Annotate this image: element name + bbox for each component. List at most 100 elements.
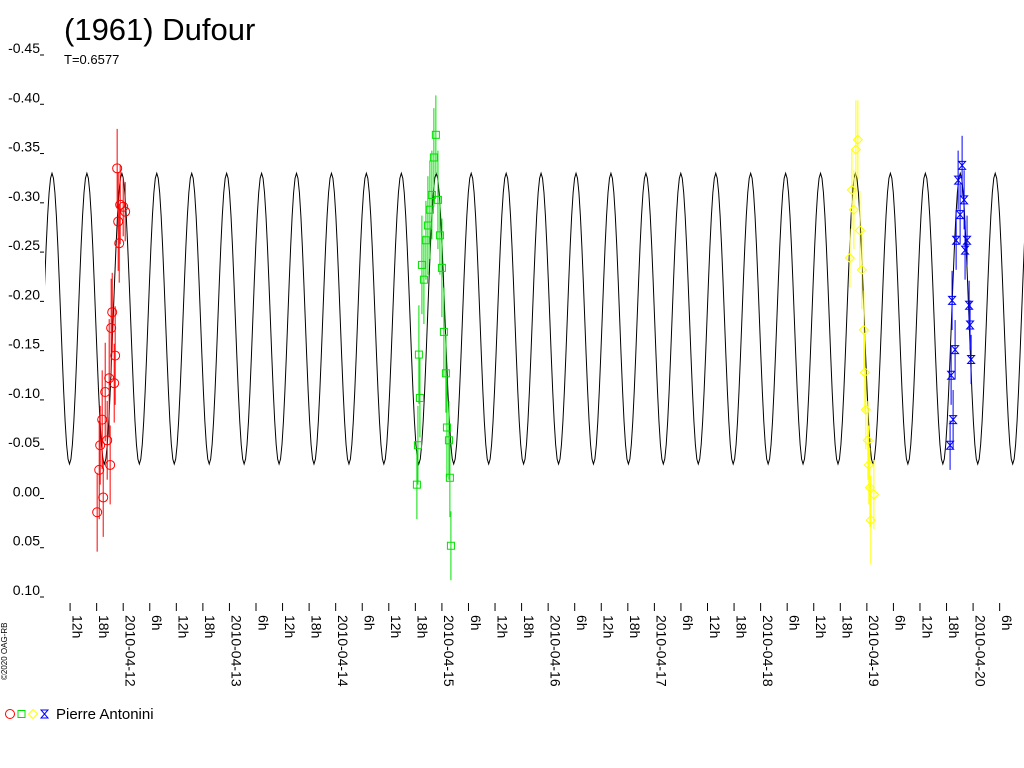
x-tick-label: 2010-04-17 bbox=[654, 615, 670, 687]
point bbox=[945, 440, 955, 450]
legend-label: Pierre Antonini bbox=[56, 706, 154, 723]
x-tick-label: 2010-04-13 bbox=[229, 615, 245, 687]
point bbox=[864, 482, 876, 493]
x-tick-label: 18h bbox=[308, 615, 324, 638]
x-tick-label: 2010-04-19 bbox=[866, 615, 882, 687]
x-tick-label: 12h bbox=[813, 615, 829, 638]
x-tick-label: 12h bbox=[282, 615, 298, 638]
point bbox=[856, 264, 868, 276]
credit: ©2020 OAG-RB bbox=[0, 623, 9, 680]
x-tick-label: 2010-04-12 bbox=[122, 615, 138, 687]
x-tick-label: 18h bbox=[521, 615, 537, 638]
point bbox=[965, 320, 975, 330]
point bbox=[946, 370, 956, 380]
point bbox=[107, 307, 118, 318]
point bbox=[951, 235, 961, 245]
y-tick-label: -0.10 bbox=[8, 385, 40, 401]
x-tick-label: 18h bbox=[627, 615, 643, 638]
point bbox=[415, 393, 424, 402]
legend-symbol bbox=[17, 710, 26, 718]
model-curve bbox=[45, 171, 1024, 466]
x-tick-label: 6h bbox=[680, 615, 696, 631]
point bbox=[863, 459, 875, 471]
point bbox=[412, 480, 421, 489]
point bbox=[955, 210, 965, 220]
point bbox=[850, 144, 862, 155]
y-tick-label: -0.45 bbox=[8, 40, 40, 56]
point bbox=[95, 440, 106, 451]
x-tick-label: 12h bbox=[601, 615, 617, 638]
point bbox=[860, 404, 872, 415]
y-tick-label: -0.20 bbox=[8, 286, 40, 302]
x-tick-label: 2010-04-18 bbox=[760, 615, 776, 687]
legend-symbol bbox=[5, 709, 15, 719]
point bbox=[859, 367, 871, 378]
x-tick-label: 12h bbox=[388, 615, 404, 638]
point bbox=[425, 205, 434, 214]
y-tick-label: -0.05 bbox=[8, 434, 40, 450]
y-tick-label: -0.15 bbox=[8, 336, 40, 352]
chart-title: (1961) Dufour bbox=[64, 12, 255, 47]
x-tick-label: 18h bbox=[946, 615, 962, 638]
chart-subtitle: T=0.6577 bbox=[64, 52, 119, 67]
x-tick-label: 12h bbox=[69, 615, 85, 638]
point bbox=[427, 190, 436, 199]
x-tick-label: 2010-04-14 bbox=[335, 615, 351, 687]
legend-symbol bbox=[39, 709, 50, 719]
series bbox=[412, 95, 455, 581]
point bbox=[957, 160, 967, 170]
point bbox=[948, 415, 958, 425]
point bbox=[953, 175, 963, 185]
x-tick-label: 12h bbox=[494, 615, 510, 638]
point bbox=[112, 163, 123, 174]
x-tick-label: 18h bbox=[202, 615, 218, 638]
y-tick-label: -0.40 bbox=[8, 89, 40, 105]
point bbox=[413, 441, 422, 450]
point bbox=[120, 206, 131, 217]
x-tick-label: 6h bbox=[574, 615, 590, 631]
point bbox=[947, 295, 957, 305]
x-tick-label: 18h bbox=[840, 615, 856, 638]
x-tick-label: 6h bbox=[149, 615, 165, 631]
point bbox=[109, 378, 120, 389]
x-tick-label: 12h bbox=[919, 615, 935, 638]
point bbox=[441, 369, 450, 378]
x-tick-label: 12h bbox=[707, 615, 723, 638]
point bbox=[414, 350, 423, 359]
y-tick-label: 0.05 bbox=[13, 533, 40, 549]
x-tick-label: 18h bbox=[415, 615, 431, 638]
point bbox=[94, 464, 105, 475]
series bbox=[844, 100, 880, 565]
point bbox=[950, 345, 960, 355]
x-tick-label: 2010-04-15 bbox=[441, 615, 457, 687]
point bbox=[98, 492, 109, 503]
point bbox=[439, 327, 448, 336]
point bbox=[435, 231, 444, 240]
point bbox=[97, 414, 108, 425]
point bbox=[848, 204, 860, 215]
point bbox=[110, 350, 121, 361]
point bbox=[419, 275, 428, 284]
y-tick-label: 0.10 bbox=[13, 582, 40, 598]
point bbox=[92, 507, 103, 518]
point bbox=[846, 184, 858, 196]
point bbox=[446, 541, 455, 550]
point bbox=[100, 387, 111, 398]
point bbox=[114, 238, 125, 249]
point bbox=[862, 435, 874, 446]
series bbox=[945, 135, 976, 470]
y-tick-label: -0.35 bbox=[8, 139, 40, 155]
x-tick-label: 6h bbox=[999, 615, 1015, 631]
x-tick-label: 6h bbox=[893, 615, 909, 631]
point bbox=[858, 324, 870, 336]
point bbox=[437, 263, 446, 272]
point bbox=[966, 355, 976, 365]
x-tick-label: 2010-04-20 bbox=[972, 615, 988, 687]
point bbox=[433, 195, 442, 204]
point bbox=[444, 436, 453, 445]
point bbox=[868, 489, 880, 500]
x-tick-label: 12h bbox=[176, 615, 192, 638]
point bbox=[118, 201, 129, 212]
